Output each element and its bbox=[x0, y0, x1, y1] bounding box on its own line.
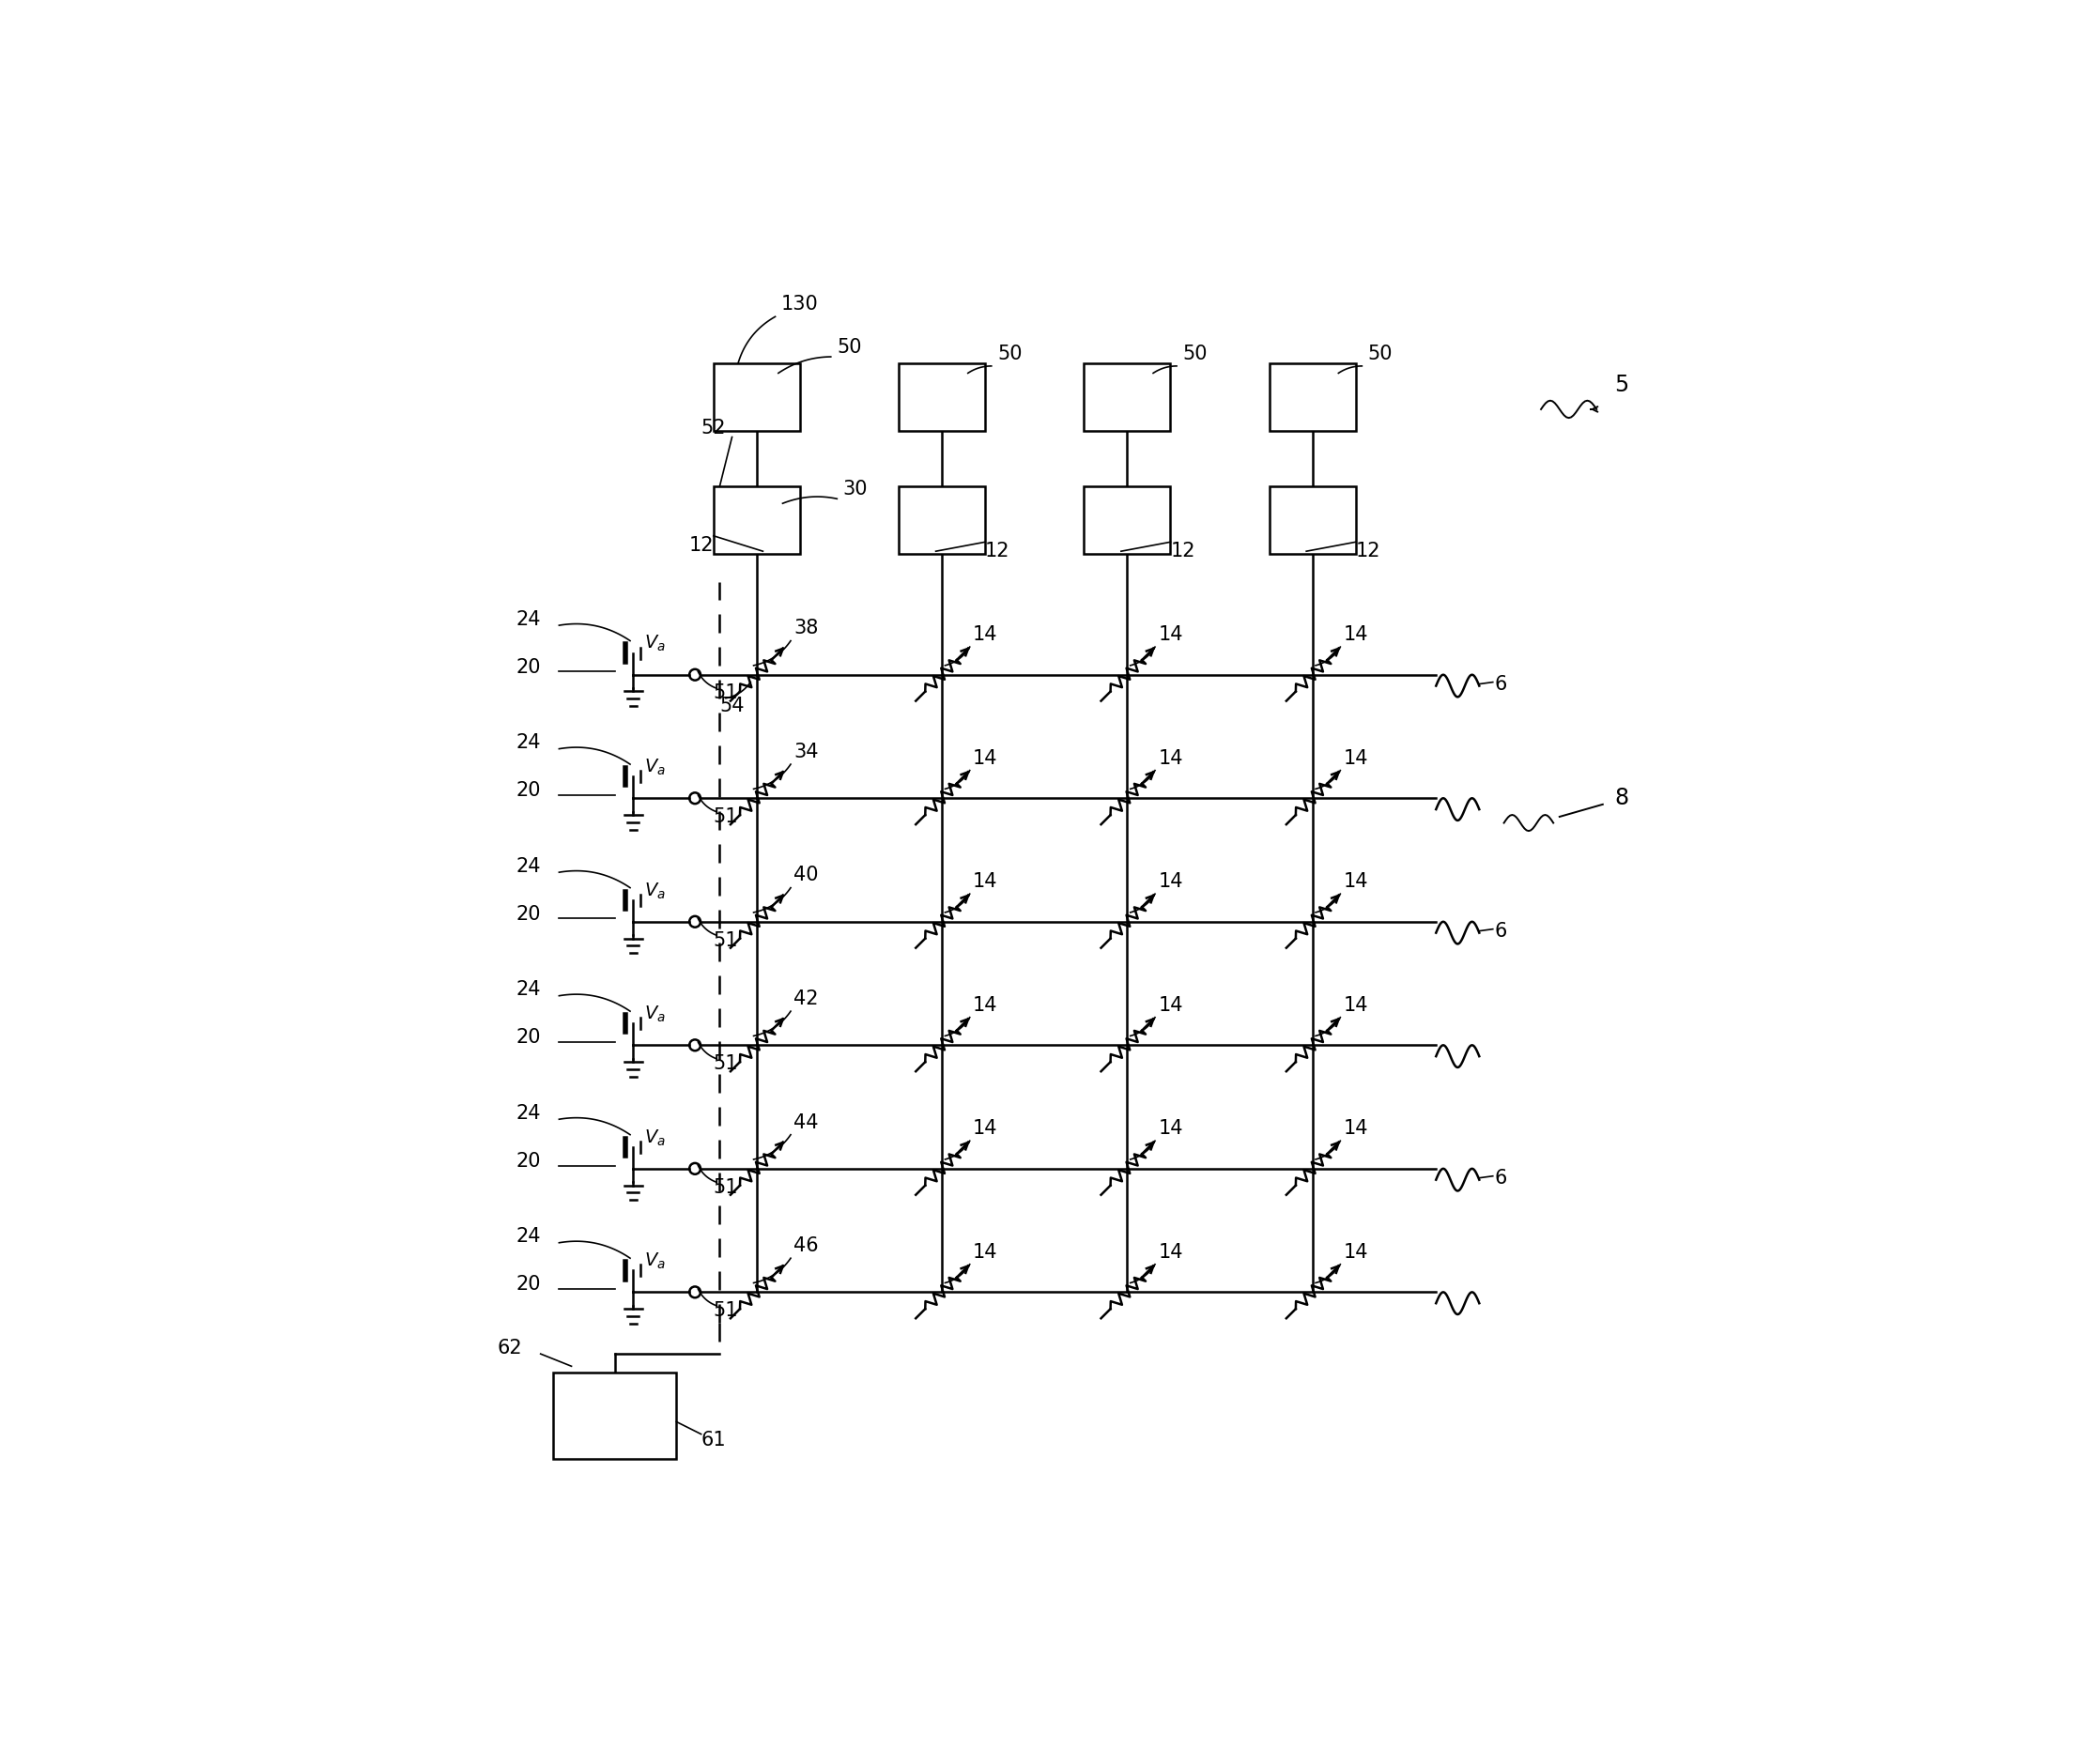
Text: 24: 24 bbox=[516, 734, 541, 751]
Text: 50: 50 bbox=[838, 339, 863, 356]
Text: 14: 14 bbox=[973, 1242, 998, 1261]
Bar bbox=[713, 363, 800, 430]
Text: 14: 14 bbox=[973, 748, 998, 767]
Text: 20: 20 bbox=[516, 781, 541, 801]
Bar bbox=[1270, 363, 1356, 430]
Text: 20: 20 bbox=[516, 905, 541, 924]
Text: 52: 52 bbox=[701, 418, 726, 437]
Text: 51: 51 bbox=[713, 1302, 738, 1319]
Text: 20: 20 bbox=[516, 1152, 541, 1171]
Text: 24: 24 bbox=[516, 610, 541, 628]
Text: 14: 14 bbox=[1158, 871, 1183, 891]
Text: 44: 44 bbox=[794, 1113, 819, 1132]
Text: 14: 14 bbox=[1343, 1242, 1368, 1261]
Text: 38: 38 bbox=[794, 619, 819, 639]
Bar bbox=[1270, 487, 1356, 554]
Text: 6: 6 bbox=[1495, 674, 1507, 693]
Text: 8: 8 bbox=[1613, 787, 1628, 810]
Bar bbox=[898, 363, 985, 430]
Text: 14: 14 bbox=[1343, 748, 1368, 767]
Text: 12: 12 bbox=[688, 536, 713, 554]
Text: 6: 6 bbox=[1495, 921, 1507, 940]
Bar bbox=[1083, 363, 1170, 430]
Bar bbox=[713, 487, 800, 554]
Text: 51: 51 bbox=[713, 1055, 738, 1073]
Text: $V_a$: $V_a$ bbox=[644, 880, 665, 901]
Text: 51: 51 bbox=[713, 1178, 738, 1196]
Text: 14: 14 bbox=[1343, 1118, 1368, 1138]
Text: 14: 14 bbox=[1158, 624, 1183, 644]
Text: 12: 12 bbox=[1170, 542, 1195, 561]
Text: 14: 14 bbox=[973, 995, 998, 1014]
Text: 24: 24 bbox=[516, 857, 541, 875]
Text: 24: 24 bbox=[516, 1228, 541, 1245]
Text: 50: 50 bbox=[998, 344, 1023, 363]
Text: 46: 46 bbox=[794, 1237, 819, 1256]
Text: 12: 12 bbox=[1356, 542, 1380, 561]
Text: 6: 6 bbox=[1495, 1168, 1507, 1187]
Text: $V_a$: $V_a$ bbox=[644, 1251, 665, 1272]
Text: 14: 14 bbox=[1158, 1118, 1183, 1138]
Text: 61: 61 bbox=[701, 1431, 726, 1450]
Text: 24: 24 bbox=[516, 1104, 541, 1122]
Text: 51: 51 bbox=[713, 931, 738, 949]
Text: $V_a$: $V_a$ bbox=[644, 757, 665, 778]
Text: $V_a$: $V_a$ bbox=[644, 1004, 665, 1025]
Text: 51: 51 bbox=[713, 808, 738, 826]
Text: 20: 20 bbox=[516, 1275, 541, 1295]
Text: 20: 20 bbox=[516, 1028, 541, 1048]
Text: 34: 34 bbox=[794, 743, 819, 762]
Text: 14: 14 bbox=[1343, 995, 1368, 1014]
Text: 62: 62 bbox=[497, 1339, 522, 1357]
Bar bbox=[553, 1372, 676, 1459]
Text: 50: 50 bbox=[1368, 344, 1393, 363]
Text: 50: 50 bbox=[1183, 344, 1208, 363]
Text: 42: 42 bbox=[794, 990, 819, 1009]
Text: 54: 54 bbox=[719, 697, 744, 714]
Text: 40: 40 bbox=[794, 866, 819, 886]
Text: 12: 12 bbox=[985, 542, 1010, 561]
Text: 14: 14 bbox=[1158, 1242, 1183, 1261]
Text: 51: 51 bbox=[713, 684, 738, 702]
Text: 14: 14 bbox=[1158, 995, 1183, 1014]
Text: 5: 5 bbox=[1613, 374, 1628, 395]
Text: 14: 14 bbox=[973, 1118, 998, 1138]
Text: 130: 130 bbox=[782, 295, 819, 314]
Text: 14: 14 bbox=[973, 871, 998, 891]
Text: $V_a$: $V_a$ bbox=[644, 633, 665, 654]
Text: 30: 30 bbox=[844, 480, 867, 499]
Text: 14: 14 bbox=[1158, 748, 1183, 767]
Bar bbox=[1083, 487, 1170, 554]
Text: 24: 24 bbox=[516, 981, 541, 998]
Text: $V_a$: $V_a$ bbox=[644, 1127, 665, 1148]
Text: 14: 14 bbox=[1343, 871, 1368, 891]
Text: 14: 14 bbox=[973, 624, 998, 644]
Bar bbox=[898, 487, 985, 554]
Text: 14: 14 bbox=[1343, 624, 1368, 644]
Text: 20: 20 bbox=[516, 658, 541, 677]
